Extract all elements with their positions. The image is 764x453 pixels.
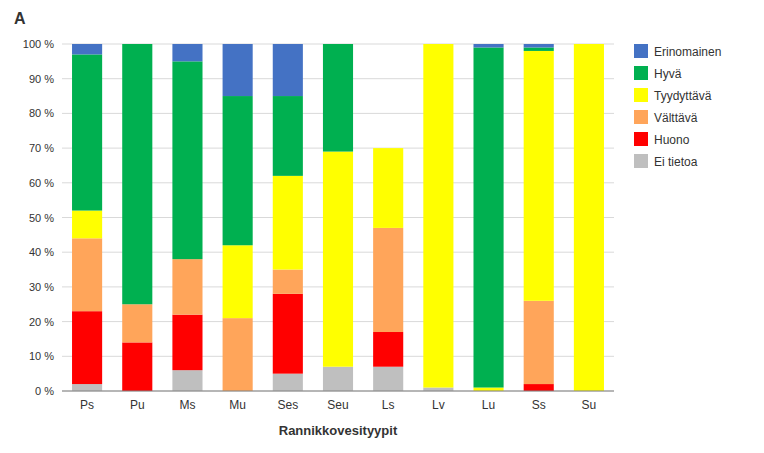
bar-segment	[524, 384, 554, 391]
legend-swatch	[634, 44, 648, 58]
y-tick-label: 80 %	[29, 107, 54, 119]
bar-segment	[273, 270, 303, 294]
grid-line	[62, 391, 614, 392]
bar-segment	[373, 148, 403, 228]
bar-segment	[524, 51, 554, 301]
bar-segment	[373, 332, 403, 367]
bar-segment	[273, 44, 303, 96]
chart: A 0 % 10 % 20 % 30 % 40 % 50 % 60 % 70 % 80 % 90 %…	[0, 0, 764, 453]
bar-segment	[323, 44, 353, 45]
bar-segment	[172, 44, 202, 61]
series	[72, 44, 554, 388]
bar-segment	[473, 388, 503, 391]
bar-segment	[72, 311, 102, 384]
bar-segment	[574, 44, 604, 45]
legend-swatch	[634, 154, 648, 168]
x-tick-label: Lu	[482, 398, 495, 412]
bar-segment	[524, 44, 554, 47]
legend-swatch	[634, 66, 648, 80]
legend-swatch	[634, 88, 648, 102]
bar-segment	[323, 152, 353, 367]
bar-segment	[373, 148, 403, 149]
x-tick-label: Mu	[229, 398, 246, 412]
legend-label: Huono	[654, 133, 690, 147]
x-tick-label: Su	[582, 398, 597, 412]
bars	[72, 44, 604, 391]
x-tick-label: Ms	[179, 398, 195, 412]
x-tick-label: Ses	[277, 398, 298, 412]
x-tick-label: Seu	[327, 398, 348, 412]
bar-segment	[223, 96, 253, 245]
y-tick-label: 100 %	[23, 38, 54, 50]
legend-swatch	[634, 132, 648, 146]
page: {"chart_data": { "type": "bar", "stacked…	[0, 0, 764, 453]
bar-segment	[223, 245, 253, 318]
legend-swatch	[634, 110, 648, 124]
bar-segment	[72, 238, 102, 311]
bar-segment	[172, 315, 202, 371]
y-axis: 0 % 10 % 20 % 30 % 40 % 50 % 60 % 70 % 80 % 90 % 1…	[23, 38, 54, 397]
x-tick-label: Ps	[80, 398, 94, 412]
y-tick-label: 50 %	[29, 212, 54, 224]
bar-segment	[172, 370, 202, 391]
bar-segment	[223, 318, 253, 391]
y-tick-label: 90 %	[29, 73, 54, 85]
legend-label: Tyydyttävä	[654, 89, 712, 103]
bar-segment	[323, 367, 353, 391]
bar-segment	[273, 96, 303, 176]
bar-segment	[373, 148, 403, 149]
bar-segment	[473, 44, 503, 47]
bar-segment	[574, 44, 604, 391]
bar-segment	[122, 44, 152, 304]
x-axis: Ps Pu Ms Mu Ses Seu Ls Lv Lu Ss Su	[80, 398, 596, 412]
bar-segment	[72, 211, 102, 239]
bar-segment	[72, 384, 102, 391]
y-tick-label: 10 %	[29, 350, 54, 362]
title: A	[14, 10, 26, 27]
legend-label: Ei tietoa	[654, 155, 698, 169]
bar-segment	[423, 388, 453, 391]
bar-segment	[72, 54, 102, 210]
bar-segment	[423, 44, 453, 45]
bar-segment	[122, 342, 152, 391]
bar-segment	[323, 44, 353, 152]
x-tick-label: Ls	[382, 398, 395, 412]
bar-segment	[574, 44, 604, 45]
x-tick-label: Lv	[432, 398, 445, 412]
y-tick-label: 40 %	[29, 246, 54, 258]
bar-segment	[122, 304, 152, 342]
y-tick-label: 20 %	[29, 316, 54, 328]
bar-segment	[373, 367, 403, 391]
bar-segment	[524, 301, 554, 384]
bar-segment	[172, 259, 202, 315]
legend-label: Välttävä	[654, 111, 698, 125]
bar-segment	[423, 44, 453, 45]
series	[72, 44, 604, 391]
x-tick-label: Ss	[532, 398, 546, 412]
bar-segment	[524, 47, 554, 50]
bar-segment	[172, 61, 202, 259]
y-tick-label: 60 %	[29, 177, 54, 189]
legend-label: Hyvä	[654, 67, 682, 81]
bar-segment	[122, 44, 152, 45]
bar-segment	[423, 44, 453, 388]
legend: Erinomainen Hyvä Tyydyttävä Välttävä Huono Ei…	[634, 44, 721, 169]
legend-label: Erinomainen	[654, 45, 721, 59]
x-tick-label: Pu	[130, 398, 145, 412]
bar-segment	[273, 294, 303, 374]
grid	[62, 44, 614, 391]
bar-segment	[273, 374, 303, 391]
x-axis-line	[62, 391, 614, 392]
y-tick-label: 30 %	[29, 281, 54, 293]
y-tick-label: 0 %	[35, 385, 54, 397]
bar-segment	[373, 228, 403, 332]
bar-segment	[273, 176, 303, 270]
bar-segment	[473, 47, 503, 387]
series	[72, 44, 554, 96]
bar-segment	[72, 44, 102, 54]
x-axis-label: Rannikkovesityypit	[279, 423, 398, 438]
y-tick-label: 70 %	[29, 142, 54, 154]
bar-segment	[223, 44, 253, 96]
